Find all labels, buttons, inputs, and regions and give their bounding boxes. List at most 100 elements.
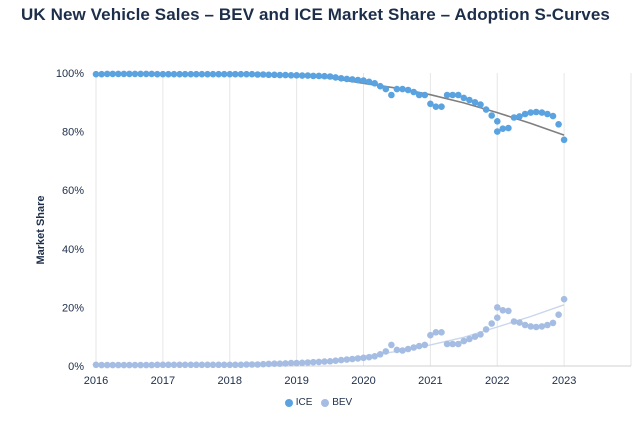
point-bev [538,323,546,330]
y-tick-label: 80% [62,127,84,139]
legend-marker-bev [321,398,330,407]
point-bev [254,361,261,368]
legend-item-ice[interactable]: ICE [284,397,312,408]
point-ice [360,77,367,84]
point-ice [410,88,418,96]
point-bev [315,358,323,366]
point-ice [326,73,334,80]
point-ice [376,82,384,90]
point-ice [315,72,323,80]
point-ice [560,136,568,144]
point-bev [92,361,100,369]
point-ice [265,71,273,79]
point-bev [516,319,523,326]
point-bev [443,340,451,348]
point-ice [527,109,534,116]
point-ice [460,94,468,102]
point-ice [477,101,484,108]
point-bev [326,358,334,365]
point-bev [181,361,189,369]
point-bev [276,360,284,368]
point-ice [271,71,278,79]
point-ice [287,72,295,79]
point-ice [304,72,312,79]
point-ice [215,70,222,78]
point-ice [482,106,490,113]
point-bev [376,351,384,358]
point-ice [204,70,211,78]
point-ice [232,70,239,78]
point-ice [120,70,128,78]
point-ice [321,72,328,80]
point-bev [549,319,557,327]
point-bev [193,361,200,369]
point-bev [165,361,172,369]
point-bev [494,314,501,322]
point-bev [477,331,484,338]
point-ice [494,128,501,135]
point-ice [471,99,479,106]
point-bev [510,318,518,325]
point-ice [538,109,546,116]
point-ice [282,71,289,79]
point-ice [98,70,105,78]
point-bev [103,361,111,369]
point-bev [521,321,529,329]
point-bev [298,359,306,367]
point-bev [215,361,222,369]
point-bev [226,361,234,369]
y-tick-label: 60% [62,185,84,197]
point-ice [109,70,116,78]
legend-item-bev[interactable]: BEV [321,397,352,408]
point-bev [354,355,362,362]
point-bev [271,360,278,368]
point-ice [343,75,351,83]
x-tick-label: 2020 [351,375,375,387]
x-tick-label: 2021 [418,375,442,387]
point-bev [209,361,217,369]
point-ice [310,72,317,80]
chart-title: UK New Vehicle Sales – BEV and ICE Marke… [21,5,610,24]
point-ice [337,75,345,82]
point-bev [421,341,429,349]
point-bev [176,361,183,369]
point-bev [170,361,178,369]
point-ice [521,110,529,118]
point-bev [482,326,490,333]
point-ice [248,70,256,78]
y-tick-label: 100% [56,68,84,80]
data-points [92,70,568,369]
point-bev [187,361,195,369]
point-ice [226,70,234,78]
point-bev [243,361,250,368]
point-bev [131,361,139,369]
point-bev [471,333,479,341]
point-bev [120,361,128,369]
point-ice [92,70,100,78]
point-bev [399,347,406,354]
point-bev [455,340,462,348]
point-ice [142,70,150,78]
point-ice [154,70,161,78]
point-ice [427,100,434,108]
point-bev [282,360,289,367]
point-bev [310,358,317,366]
point-bev [494,304,501,311]
point-ice [243,70,250,78]
point-ice [349,76,356,83]
x-tick-label: 2023 [552,375,576,387]
point-ice [382,85,390,93]
y-tick-label: 40% [62,244,84,256]
point-bev [393,346,401,354]
point-bev [466,335,473,343]
point-bev [499,307,507,314]
point-ice [371,80,379,87]
point-bev [532,323,540,331]
point-ice [126,70,133,78]
point-bev [148,361,155,369]
point-bev [287,359,295,367]
point-ice [432,103,440,110]
point-ice [516,113,523,120]
y-axis-title: Market Share [35,195,47,264]
point-bev [204,361,211,369]
